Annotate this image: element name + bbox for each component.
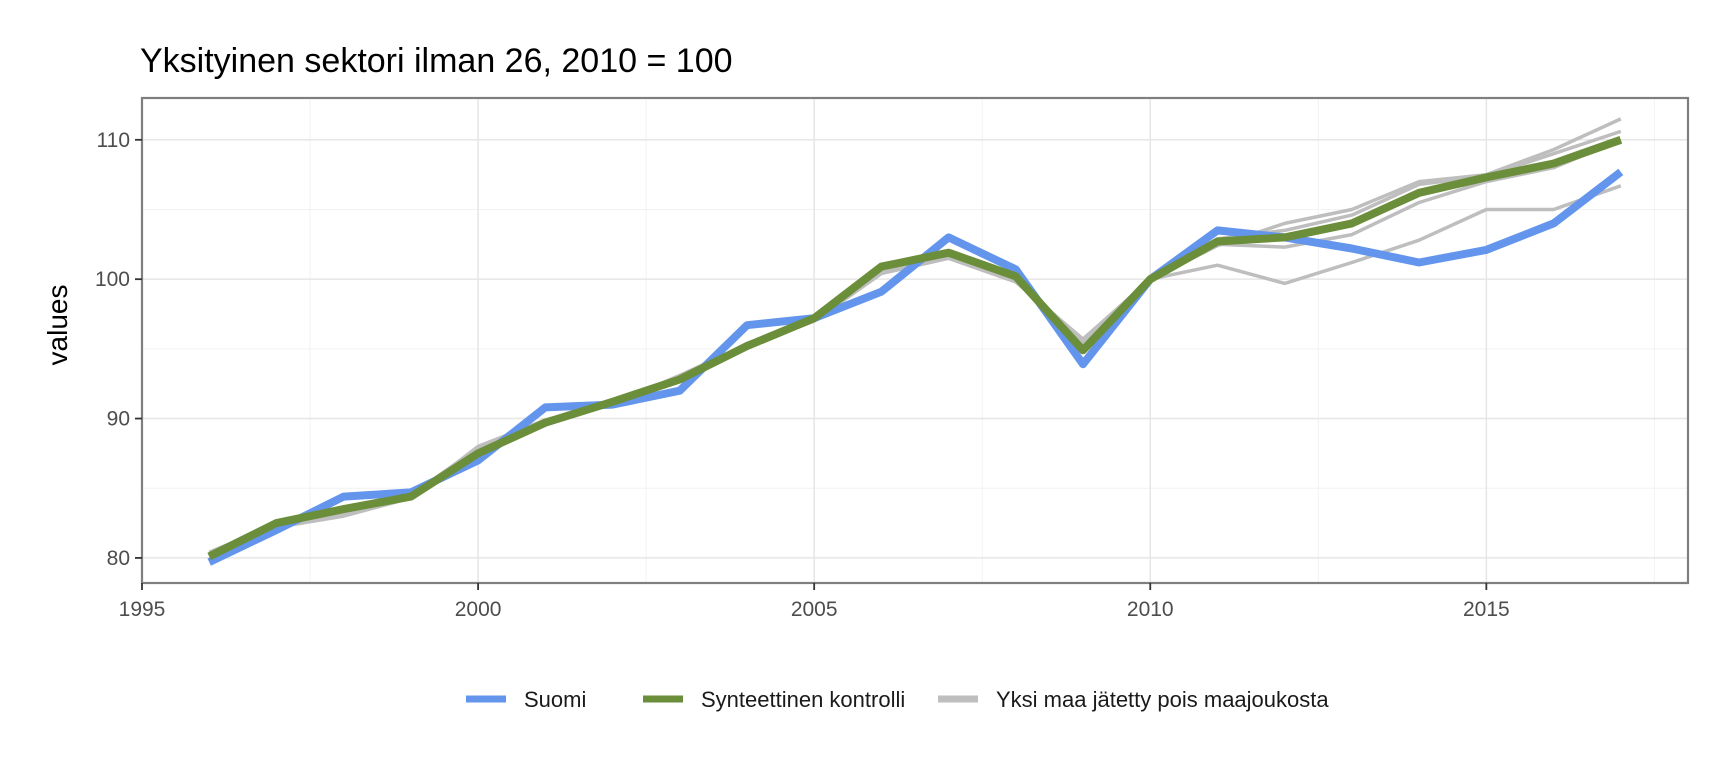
y-axis-title: values [42,285,73,366]
x-tick-label: 2015 [1463,598,1510,621]
series-line-suomi [207,168,1624,566]
x-tick-label: 2000 [455,598,502,621]
plot-panel-border [140,96,1690,585]
axes: 1995 2000 2005 2010 2015 80 90 100 110 [95,129,1510,621]
legend: Suomi Synteettinen kontrolli Yksi maa jäte… [466,687,1329,712]
legend-label-suomi: Suomi [524,687,586,712]
gridlines [141,98,1688,583]
series-line-synteettinen-kontrolli [207,136,1623,561]
legend-label-leave-out: Yksi maa jätetty pois maajoukosta [996,687,1329,712]
y-tick-label: 90 [107,408,130,431]
chart-title: Yksityinen sektori ilman 26, 2010 = 100 [140,42,733,80]
main-series-group [207,136,1624,566]
x-tick-label: 2005 [791,598,838,621]
series-line-leave-out-3 [208,184,1622,554]
legend-label-synteettinen-kontrolli: Synteettinen kontrolli [701,687,905,712]
y-tick-label: 80 [107,547,130,570]
x-tick-label: 1995 [119,598,166,621]
x-tick-label: 2010 [1127,598,1174,621]
y-tick-label: 100 [95,268,130,291]
y-tick-label: 110 [97,129,130,152]
